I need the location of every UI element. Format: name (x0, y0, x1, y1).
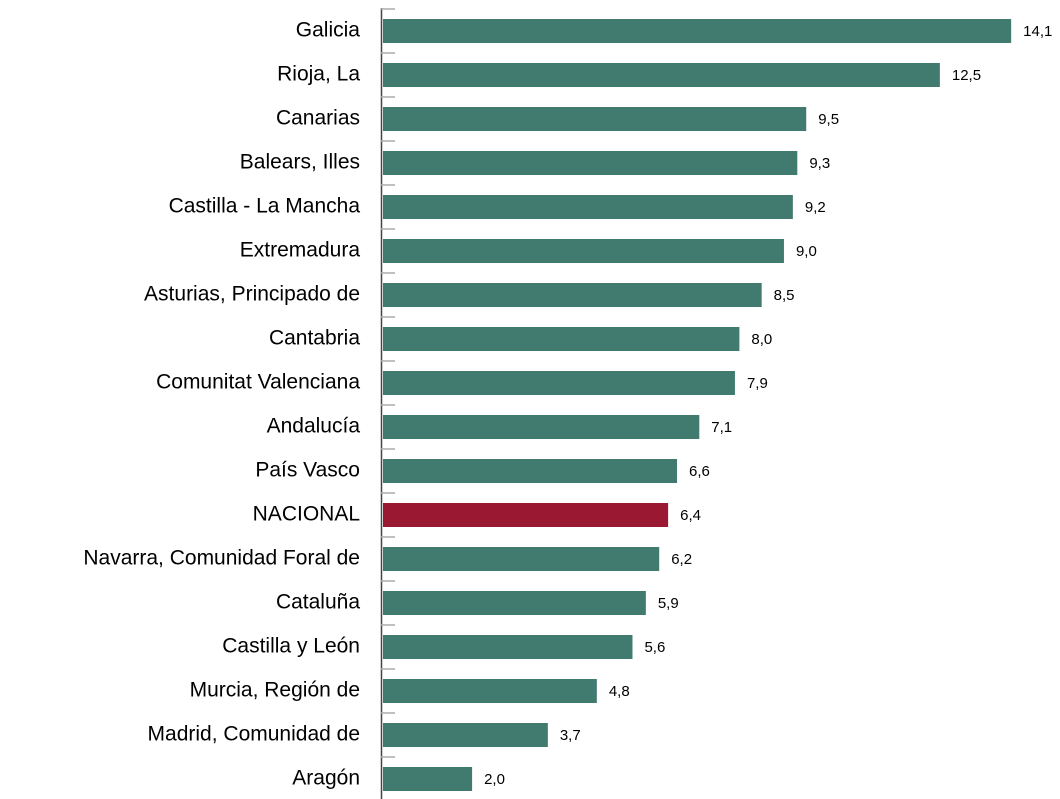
bar (383, 283, 762, 307)
y-tick-label: Madrid, Comunidad de (148, 723, 360, 746)
value-label: 3,7 (560, 727, 581, 744)
bar (383, 19, 1012, 43)
value-label: 7,1 (711, 419, 732, 436)
bar (383, 415, 700, 439)
value-label: 8,5 (774, 287, 795, 304)
bar (383, 679, 597, 703)
y-tick-label: Comunitat Valenciana (156, 371, 360, 394)
bar (383, 503, 669, 527)
bar (383, 107, 807, 131)
value-label: 9,5 (818, 111, 839, 128)
value-label: 8,0 (751, 331, 772, 348)
y-tick-label: País Vasco (255, 459, 360, 482)
value-label: 9,0 (796, 243, 817, 260)
y-tick-label: Cantabria (269, 327, 360, 350)
bar (383, 371, 735, 395)
bar (383, 195, 793, 219)
bar (383, 547, 660, 571)
bar (383, 591, 646, 615)
y-tick-label: Castilla y León (222, 635, 360, 658)
y-tick-label: Castilla - La Mancha (169, 195, 361, 218)
bar (383, 459, 678, 483)
value-label: 9,3 (809, 155, 830, 172)
value-label: 5,6 (644, 639, 665, 656)
y-tick-label: Canarias (276, 107, 360, 130)
y-tick-label: Rioja, La (277, 63, 360, 86)
y-tick-label: Galicia (296, 19, 361, 42)
value-label: 6,6 (689, 463, 710, 480)
value-label: 6,2 (671, 551, 692, 568)
value-label: 5,9 (658, 595, 679, 612)
value-label: 6,4 (680, 507, 701, 524)
bar (383, 723, 548, 747)
y-tick-label: NACIONAL (253, 503, 360, 526)
value-label: 2,0 (484, 771, 505, 788)
bar (383, 239, 784, 263)
bar (383, 327, 740, 351)
y-tick-label: Navarra, Comunidad Foral de (83, 547, 360, 570)
value-label: 4,8 (609, 683, 630, 700)
y-tick-label: Extremadura (240, 239, 361, 262)
y-tick-label: Andalucía (267, 415, 361, 438)
bar (383, 151, 798, 175)
bar (383, 63, 940, 87)
y-tick-label: Balears, Illes (240, 151, 360, 174)
y-tick-label: Cataluña (276, 591, 360, 614)
y-tick-label: Asturias, Principado de (144, 283, 360, 306)
value-label: 14,1 (1023, 23, 1052, 40)
value-label: 12,5 (952, 67, 981, 84)
bar (383, 767, 473, 791)
value-label: 9,2 (805, 199, 826, 216)
y-tick-label: Murcia, Región de (190, 679, 360, 702)
y-tick-label: Aragón (292, 767, 360, 790)
bar (383, 635, 633, 659)
value-label: 7,9 (747, 375, 768, 392)
